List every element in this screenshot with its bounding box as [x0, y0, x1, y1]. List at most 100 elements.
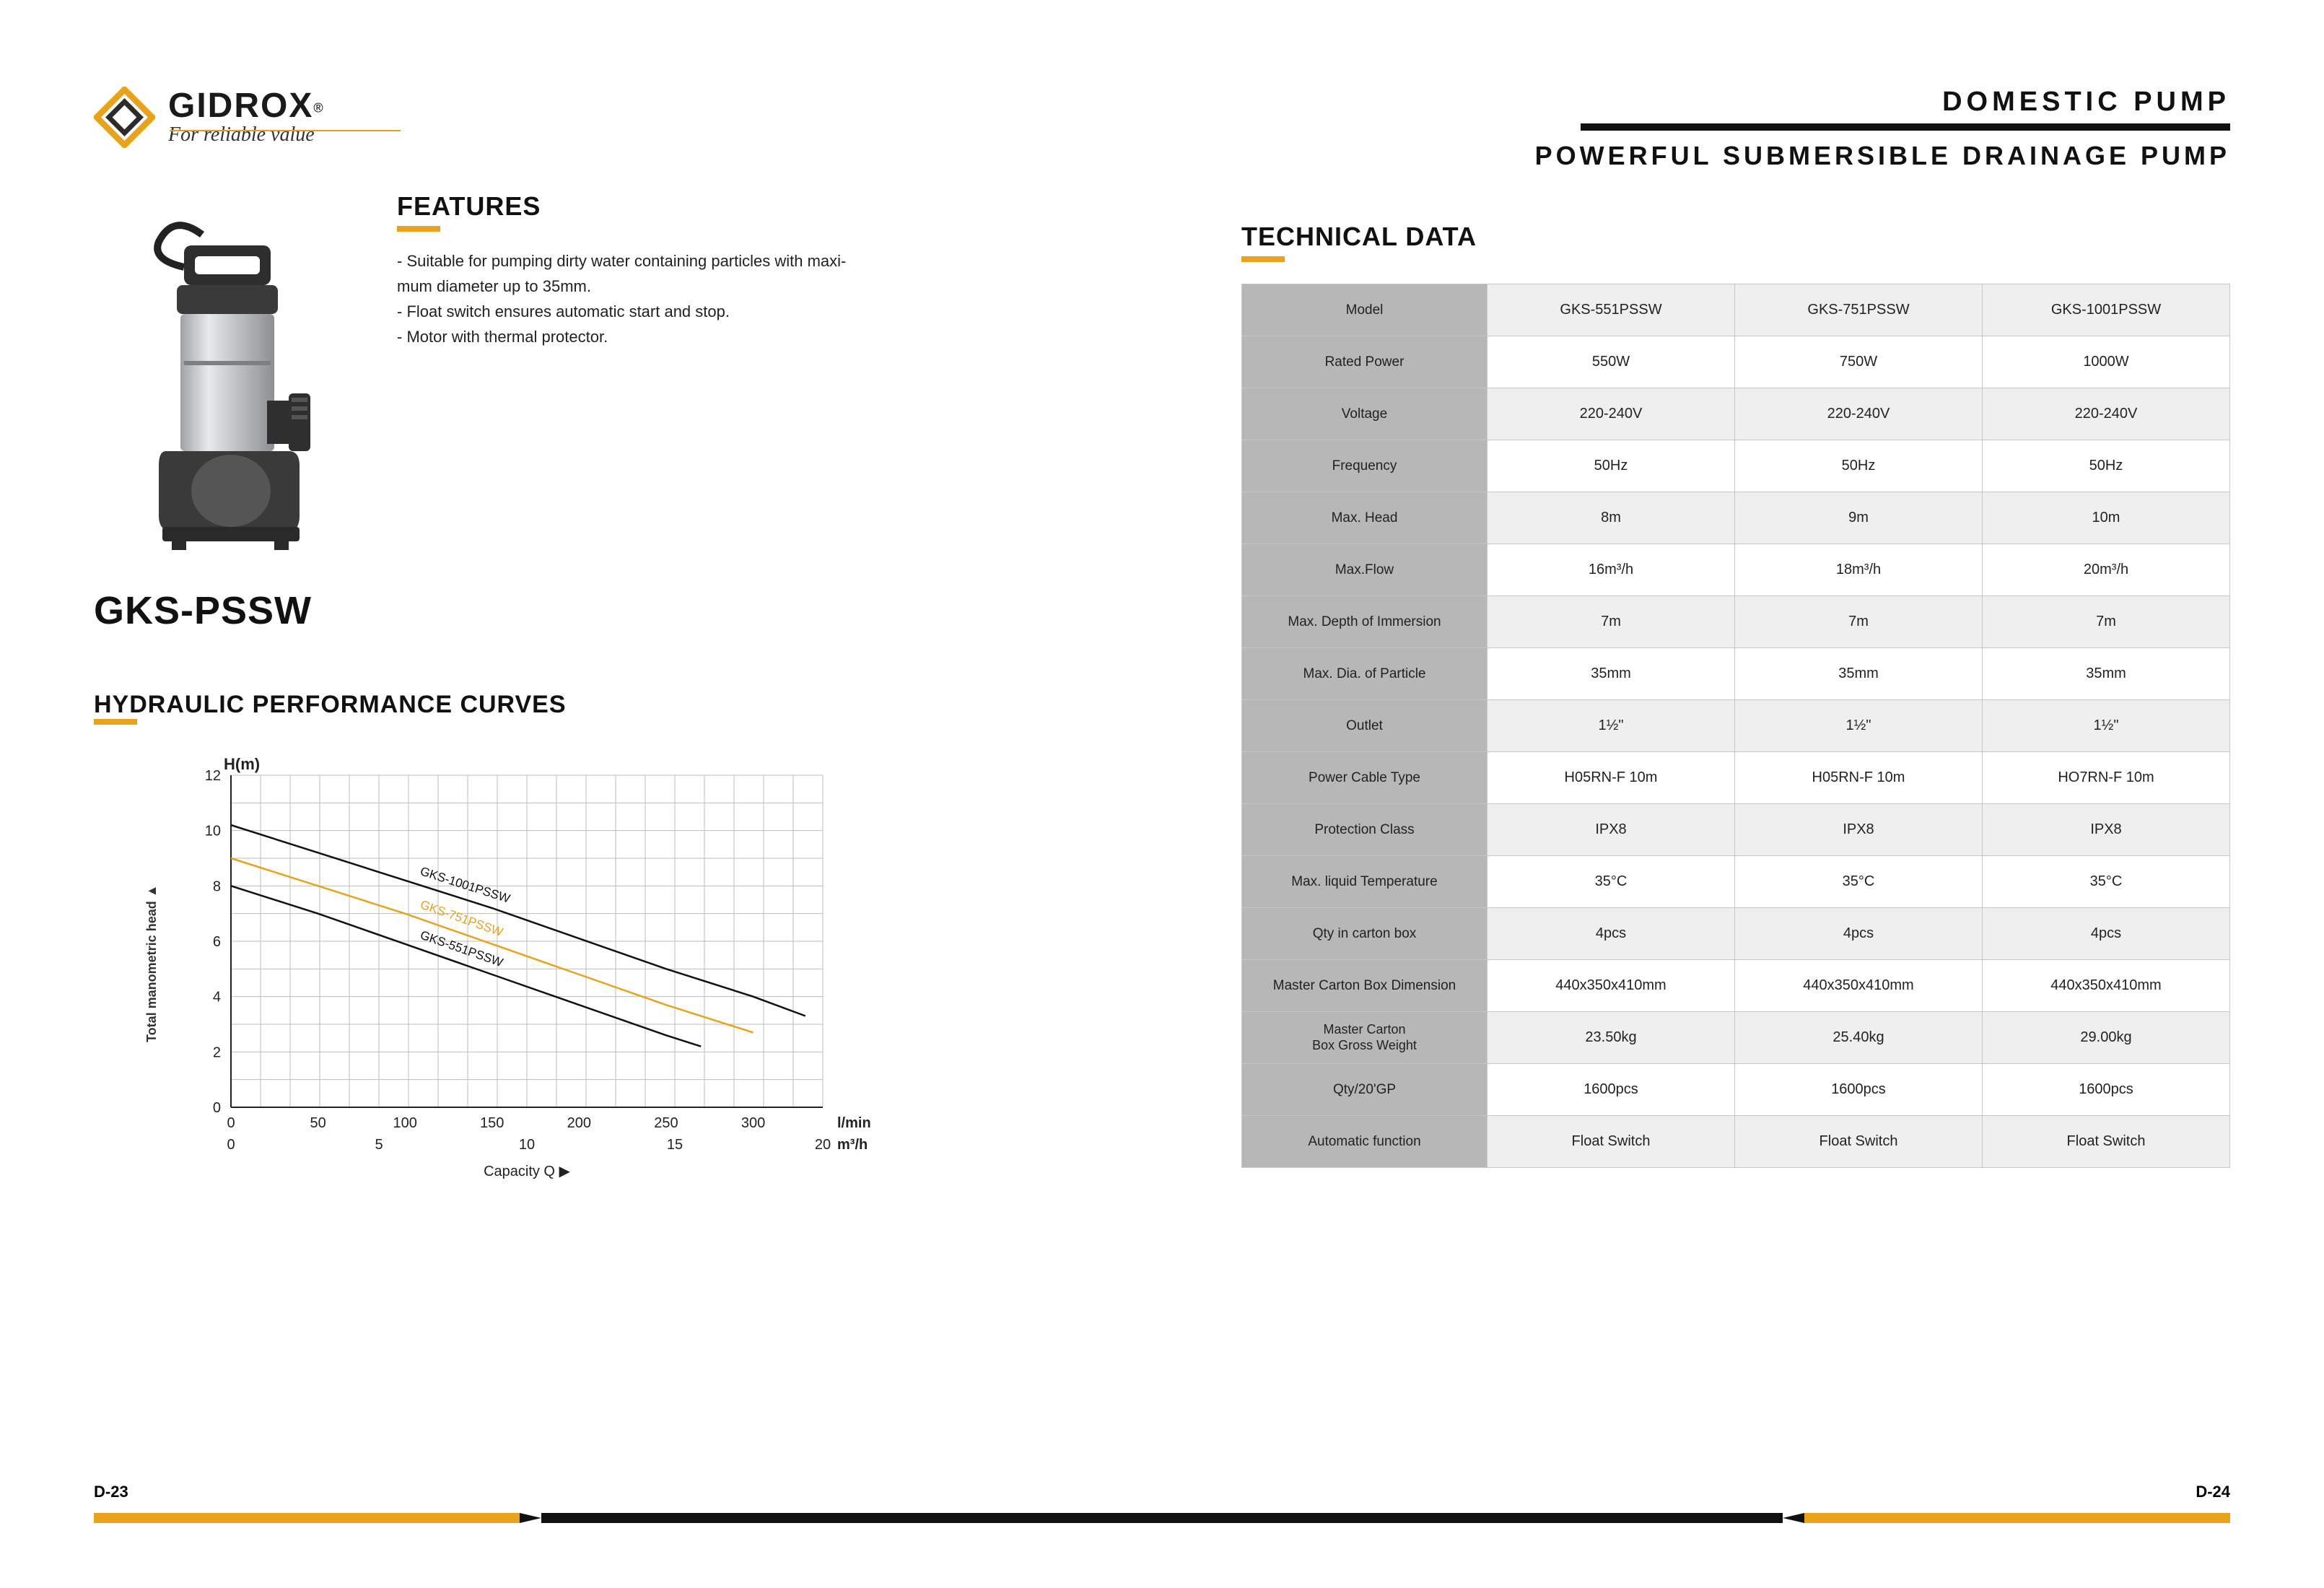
feature-line: - Float switch ensures automatic start a…: [397, 300, 1083, 323]
table-cell: 35°C: [1488, 856, 1735, 908]
curves-underline: [94, 719, 137, 725]
table-cell: 35mm: [1488, 648, 1735, 700]
table-cell: 35mm: [1983, 648, 2230, 700]
table-cell: 35mm: [1735, 648, 1983, 700]
table-cell: 50Hz: [1735, 440, 1983, 492]
svg-text:12: 12: [205, 768, 221, 784]
svg-text:l/min: l/min: [837, 1115, 871, 1131]
table-cell: 29.00kg: [1983, 1012, 2230, 1064]
table-row-header: Max.Flow: [1242, 544, 1488, 596]
svg-text:0: 0: [227, 1115, 235, 1131]
svg-text:Capacity Q ▶: Capacity Q ▶: [484, 1164, 570, 1179]
brand-rule: [170, 130, 401, 131]
table-cell: 220-240V: [1735, 388, 1983, 440]
table-cell: 23.50kg: [1488, 1012, 1735, 1064]
table-cell: 50Hz: [1983, 440, 2230, 492]
table-row-header: Model: [1242, 284, 1488, 336]
svg-text:10: 10: [519, 1137, 535, 1153]
product-image: [94, 191, 354, 567]
table-cell: 440x350x410mm: [1983, 960, 2230, 1012]
table-row-header: Qty/20'GP: [1242, 1064, 1488, 1116]
category-title: DOMESTIC PUMP: [1241, 87, 2230, 118]
table-cell: 1½": [1735, 700, 1983, 752]
table-cell: 1600pcs: [1983, 1064, 2230, 1116]
header-bar: [1581, 123, 2230, 131]
table-cell: H05RN-F 10m: [1488, 752, 1735, 804]
table-row-header: Max. Depth of Immersion: [1242, 596, 1488, 648]
table-cell: GKS-1001PSSW: [1983, 284, 2230, 336]
page-number-left: D-23: [94, 1483, 128, 1501]
table-cell: 1600pcs: [1735, 1064, 1983, 1116]
table-cell: 1600pcs: [1488, 1064, 1735, 1116]
svg-text:0: 0: [213, 1100, 221, 1116]
svg-text:200: 200: [567, 1115, 591, 1131]
table-cell: 16m³/h: [1488, 544, 1735, 596]
table-cell: 1000W: [1983, 336, 2230, 388]
svg-text:15: 15: [667, 1137, 683, 1153]
table-cell: 7m: [1983, 596, 2230, 648]
table-cell: 7m: [1735, 596, 1983, 648]
brand-name: GIDROX: [168, 87, 313, 125]
subtitle: POWERFUL SUBMERSIBLE DRAINAGE PUMP: [1241, 141, 2230, 171]
table-cell: 20m³/h: [1983, 544, 2230, 596]
table-cell: 550W: [1488, 336, 1735, 388]
curves-title: HYDRAULIC PERFORMANCE CURVES: [94, 691, 1083, 719]
table-row-header: Master Carton Box Dimension: [1242, 960, 1488, 1012]
svg-text:2: 2: [213, 1044, 221, 1060]
performance-chart: Total manometric head ▲ H(m)024681012050…: [159, 754, 1083, 1219]
table-cell: 10m: [1983, 492, 2230, 544]
table-row-header: Rated Power: [1242, 336, 1488, 388]
table-cell: 4pcs: [1735, 908, 1983, 960]
technical-data-table: ModelGKS-551PSSWGKS-751PSSWGKS-1001PSSWR…: [1241, 284, 2230, 1168]
table-cell: 220-240V: [1983, 388, 2230, 440]
brand-tagline: For reliable value: [168, 123, 323, 147]
svg-text:H(m): H(m): [224, 755, 260, 773]
brand-reg: ®: [313, 100, 323, 115]
svg-text:5: 5: [375, 1137, 383, 1153]
table-cell: 50Hz: [1488, 440, 1735, 492]
table-row-header: Voltage: [1242, 388, 1488, 440]
model-name: GKS-PSSW: [94, 588, 1083, 633]
table-cell: 25.40kg: [1735, 1012, 1983, 1064]
table-cell: Float Switch: [1983, 1116, 2230, 1168]
svg-text:0: 0: [227, 1137, 235, 1153]
table-row-header: Master CartonBox Gross Weight: [1242, 1012, 1488, 1064]
table-row-header: Max. liquid Temperature: [1242, 856, 1488, 908]
svg-text:10: 10: [205, 824, 221, 839]
table-cell: IPX8: [1488, 804, 1735, 856]
table-row-header: Qty in carton box: [1242, 908, 1488, 960]
table-cell: 4pcs: [1488, 908, 1735, 960]
svg-text:150: 150: [480, 1115, 504, 1131]
table-cell: 440x350x410mm: [1735, 960, 1983, 1012]
svg-text:100: 100: [393, 1115, 416, 1131]
table-cell: 220-240V: [1488, 388, 1735, 440]
y-axis-label: Total manometric head ▲: [144, 884, 160, 1042]
table-row-header: Outlet: [1242, 700, 1488, 752]
svg-text:20: 20: [815, 1137, 831, 1153]
svg-text:50: 50: [310, 1115, 326, 1131]
table-row-header: Protection Class: [1242, 804, 1488, 856]
table-cell: 18m³/h: [1735, 544, 1983, 596]
table-cell: 440x350x410mm: [1488, 960, 1735, 1012]
table-cell: 35°C: [1735, 856, 1983, 908]
right-page: DOMESTIC PUMP POWERFUL SUBMERSIBLE DRAIN…: [1162, 0, 2324, 1588]
table-cell: 750W: [1735, 336, 1983, 388]
table-row-header: Frequency: [1242, 440, 1488, 492]
tech-underline: [1241, 256, 1285, 262]
features-title: FEATURES: [397, 191, 1083, 222]
table-cell: 1½": [1488, 700, 1735, 752]
table-cell: 4pcs: [1983, 908, 2230, 960]
feature-line: - Motor with thermal protector.: [397, 325, 1083, 349]
table-cell: 9m: [1735, 492, 1983, 544]
table-row-header: Power Cable Type: [1242, 752, 1488, 804]
svg-text:m³/h: m³/h: [837, 1137, 868, 1153]
table-cell: 7m: [1488, 596, 1735, 648]
svg-text:250: 250: [654, 1115, 678, 1131]
table-cell: GKS-751PSSW: [1735, 284, 1983, 336]
svg-text:4: 4: [213, 990, 221, 1005]
feature-line: - Suitable for pumping dirty water conta…: [397, 249, 1083, 273]
brand-logo-block: GIDROX® For reliable value: [94, 87, 1083, 148]
table-row-header: Max. Dia. of Particle: [1242, 648, 1488, 700]
brand-logo-icon: [94, 87, 155, 148]
feature-line: mum diameter up to 35mm.: [397, 274, 1083, 298]
